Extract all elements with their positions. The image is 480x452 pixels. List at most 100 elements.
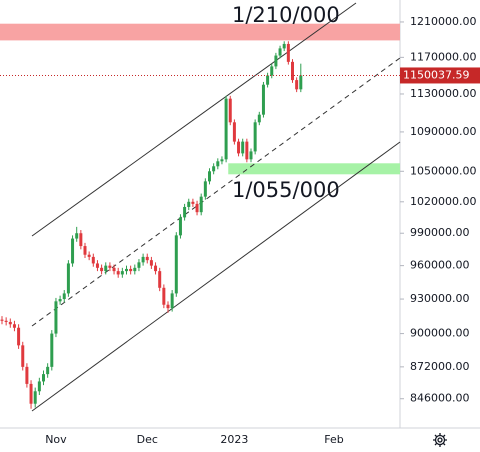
candle-body	[286, 43, 290, 62]
candle-body	[100, 267, 104, 272]
candle-body	[228, 98, 232, 123]
candle-body	[95, 263, 99, 268]
candle-body	[83, 246, 87, 255]
candle-body	[75, 233, 79, 239]
candle-body	[54, 301, 58, 334]
candle-body	[21, 345, 25, 367]
y-tick-label: 960000.00	[410, 259, 470, 272]
candle-body	[216, 161, 220, 167]
x-tick-label: Dec	[137, 433, 158, 446]
candle-body	[125, 268, 128, 272]
zone	[228, 163, 400, 175]
y-tick-label: 1050000.00	[410, 164, 476, 177]
candle-body	[158, 271, 162, 288]
candle-body	[91, 256, 95, 264]
candle-body	[154, 265, 158, 272]
candle-body	[174, 235, 178, 294]
y-tick-label: 1170000.00	[410, 50, 476, 63]
candle-body	[104, 265, 108, 272]
candle-body	[112, 267, 116, 272]
y-tick-label: 1130000.00	[410, 87, 476, 100]
last-price-label: 1150037.59	[403, 68, 469, 81]
candle-body	[46, 366, 50, 375]
candle-body	[141, 256, 145, 263]
candle-body	[50, 333, 54, 367]
candle-body	[145, 256, 149, 261]
candle-body	[253, 122, 257, 152]
candle-body	[191, 201, 195, 204]
candle-body	[37, 381, 41, 392]
candle-body	[241, 141, 245, 154]
candle-body	[187, 201, 191, 207]
candle-body	[4, 320, 8, 322]
candle-body	[166, 304, 170, 309]
settings-icon[interactable]	[433, 433, 447, 447]
candle-body	[137, 262, 141, 268]
candle-body	[71, 238, 75, 264]
candle-body	[282, 43, 286, 49]
candle-body	[25, 366, 29, 384]
candle-body	[62, 293, 66, 300]
candle-body	[8, 321, 12, 325]
channel-mid	[31, 57, 401, 327]
candle-body	[133, 267, 137, 272]
candle-body	[33, 391, 37, 404]
candle-body	[162, 287, 166, 305]
candle-body	[178, 217, 182, 236]
y-tick-label: 990000.00	[410, 226, 470, 239]
y-tick-label: 1020000.00	[410, 195, 476, 208]
x-tick-label: Feb	[324, 433, 343, 446]
candle-body	[0, 319, 4, 321]
channel-upper	[31, 2, 357, 237]
candle-body	[299, 75, 303, 90]
x-tick-label: Nov	[45, 433, 67, 446]
zone	[0, 23, 400, 41]
y-tick-label: 846000.00	[410, 392, 470, 405]
candle-body	[257, 114, 261, 123]
candle-body	[129, 268, 133, 272]
y-tick-label: 1210000.00	[410, 15, 476, 28]
candle-body	[232, 122, 236, 142]
y-tick-label: 900000.00	[410, 327, 470, 340]
candle-body	[29, 383, 33, 404]
candle-body	[79, 233, 83, 247]
candle-body	[295, 80, 299, 90]
candle-body	[17, 327, 21, 346]
candle-body	[108, 265, 112, 268]
candle-body	[212, 166, 216, 172]
candle-body	[87, 254, 91, 257]
last-price-box	[400, 67, 480, 84]
candle-body	[42, 374, 45, 382]
candle-body	[183, 206, 187, 218]
candle-body	[199, 196, 203, 213]
candle-body	[220, 159, 224, 162]
candle-body	[291, 61, 294, 81]
candle-body	[270, 66, 274, 76]
candle-body	[203, 181, 207, 197]
candle-body	[237, 141, 241, 154]
candle-body	[245, 141, 249, 160]
candle-body	[195, 203, 199, 213]
candle-body	[266, 75, 270, 85]
y-tick-label: 872000.00	[410, 360, 470, 373]
candle-body	[66, 263, 70, 294]
channel-lower	[31, 141, 401, 412]
y-tick-label: 1090000.00	[410, 125, 476, 138]
candle-body	[274, 55, 278, 67]
candle-body	[261, 84, 265, 115]
y-tick-label: 930000.00	[410, 292, 470, 305]
x-tick-label: 2023	[220, 433, 248, 446]
candle-body	[116, 271, 120, 275]
candle-body	[278, 48, 282, 56]
candle-body	[149, 260, 153, 266]
candle-body	[58, 299, 62, 302]
candle-body	[208, 171, 211, 182]
annotation: 1/210/000	[232, 3, 340, 27]
candle-body	[120, 271, 124, 275]
candle-body	[249, 151, 253, 160]
candle-body	[12, 324, 16, 328]
annotation: 1/055/000	[232, 178, 340, 202]
candle-body	[170, 293, 174, 309]
candle-body	[224, 98, 228, 160]
